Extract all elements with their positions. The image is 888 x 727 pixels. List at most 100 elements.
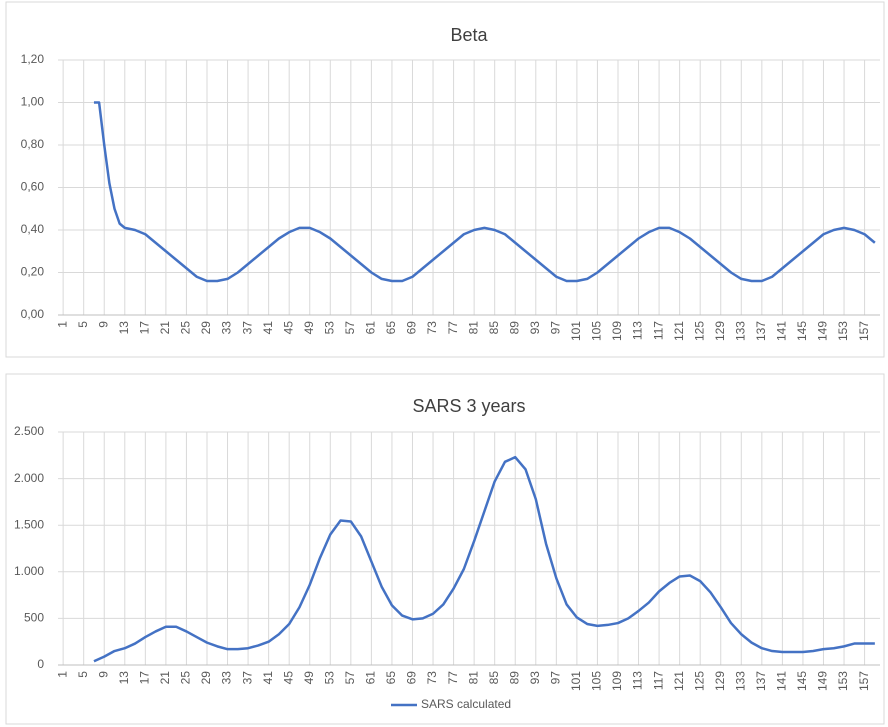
x-tick-label: 93 [528,321,542,335]
y-tick-label: 0,60 [21,180,45,194]
x-tick-label: 109 [610,321,624,341]
x-tick-label: 29 [199,671,213,685]
x-tick-label: 137 [754,321,768,341]
panel [5,1,885,358]
x-tick-label: 69 [405,671,419,685]
y-tick-label: 0,20 [21,265,45,279]
x-tick-label: 57 [343,671,357,685]
x-tick-label: 41 [261,321,275,335]
x-tick-label: 125 [692,321,706,341]
x-tick-label: 21 [158,671,172,685]
x-tick-label: 5 [76,671,90,678]
x-tick-label: 73 [425,671,439,685]
x-tick-label: 9 [96,321,110,328]
x-tick-label: 17 [138,671,152,685]
x-tick-label: 93 [528,671,542,685]
x-tick-label: 49 [302,671,316,685]
x-tick-label: 81 [466,321,480,335]
x-tick-label: 117 [651,321,665,340]
x-tick-label: 77 [446,321,460,335]
x-tick-label: 61 [364,321,378,335]
x-tick-label: 145 [795,671,809,691]
x-tick-label: 9 [96,671,110,678]
line [93,101,876,283]
y-tick-label: 1,00 [21,95,45,109]
x-tick-label: 69 [405,321,419,335]
x-tick-label: 113 [631,321,645,340]
x-tick-label: 37 [240,671,254,685]
x-tick-label: 145 [795,321,809,341]
x-tick-label: 153 [836,671,850,691]
y-tick-label: 0 [37,657,44,671]
chart-title: Beta [450,25,488,45]
x-tick-label: 73 [425,321,439,335]
x-tick-label: 89 [507,321,521,335]
x-tick-label: 101 [569,321,583,341]
x-tick-label: 125 [692,671,706,691]
x-tick-label: 33 [220,671,234,685]
x-tick-label: 105 [590,321,604,341]
y-tick-label: 0,00 [21,307,45,321]
x-tick-label: 149 [816,671,830,691]
x-tick-label: 129 [713,321,727,341]
x-tick-label: 25 [179,321,193,335]
x-tick-label: 129 [713,671,727,691]
x-tick-label: 13 [117,671,131,685]
y-tick-label: 0,80 [21,137,45,151]
x-tick-label: 85 [487,671,501,685]
x-tick-label: 45 [281,671,295,685]
x-tick-label: 29 [199,321,213,335]
x-tick-label: 133 [733,671,747,691]
x-tick-label: 89 [507,671,521,685]
x-tick-label: 61 [364,671,378,685]
x-tick-label: 133 [733,321,747,341]
x-tick-label: 37 [240,321,254,335]
y-tick-label: 1.000 [14,564,44,578]
x-tick-label: 53 [322,321,336,335]
x-tick-label: 17 [138,321,152,335]
x-tick-label: 157 [857,671,871,691]
x-tick-label: 109 [610,671,624,691]
x-tick-label: 121 [672,671,686,691]
x-tick-label: 141 [775,671,789,691]
x-tick-label: 101 [569,671,583,691]
x-tick-label: 141 [775,321,789,341]
x-tick-label: 121 [672,321,686,341]
x-tick-label: 1 [55,321,69,328]
x-tick-label: 77 [446,671,460,685]
legend-label: SARS calculated [421,697,511,711]
x-tick-label: 33 [220,321,234,335]
y-tick-label: 1.500 [14,517,44,531]
y-tick-label: 2.000 [14,471,44,485]
x-tick-label: 57 [343,321,357,335]
x-tick-label: 113 [631,671,645,690]
x-tick-label: 117 [651,671,665,690]
x-tick-label: 45 [281,321,295,335]
x-tick-label: 49 [302,321,316,335]
x-tick-label: 97 [549,321,563,335]
y-tick-label: 0,40 [21,222,45,236]
x-tick-label: 157 [857,321,871,341]
chart-title: SARS 3 years [412,396,525,416]
x-tick-label: 53 [322,671,336,685]
x-tick-label: 41 [261,671,275,685]
x-tick-label: 105 [590,671,604,691]
x-tick-label: 21 [158,321,172,335]
y-tick-label: 500 [24,611,44,625]
x-tick-label: 149 [816,321,830,341]
y-tick-label: 1,20 [21,52,45,66]
x-tick-label: 97 [549,671,563,685]
x-tick-label: 153 [836,321,850,341]
x-tick-label: 137 [754,671,768,691]
x-tick-label: 81 [466,671,480,685]
x-tick-label: 25 [179,671,193,685]
x-tick-label: 65 [384,321,398,335]
x-tick-label: 5 [76,321,90,328]
x-tick-label: 1 [55,671,69,678]
x-tick-label: 65 [384,671,398,685]
x-tick-label: 13 [117,321,131,335]
line [93,455,875,663]
x-tick-label: 85 [487,321,501,335]
